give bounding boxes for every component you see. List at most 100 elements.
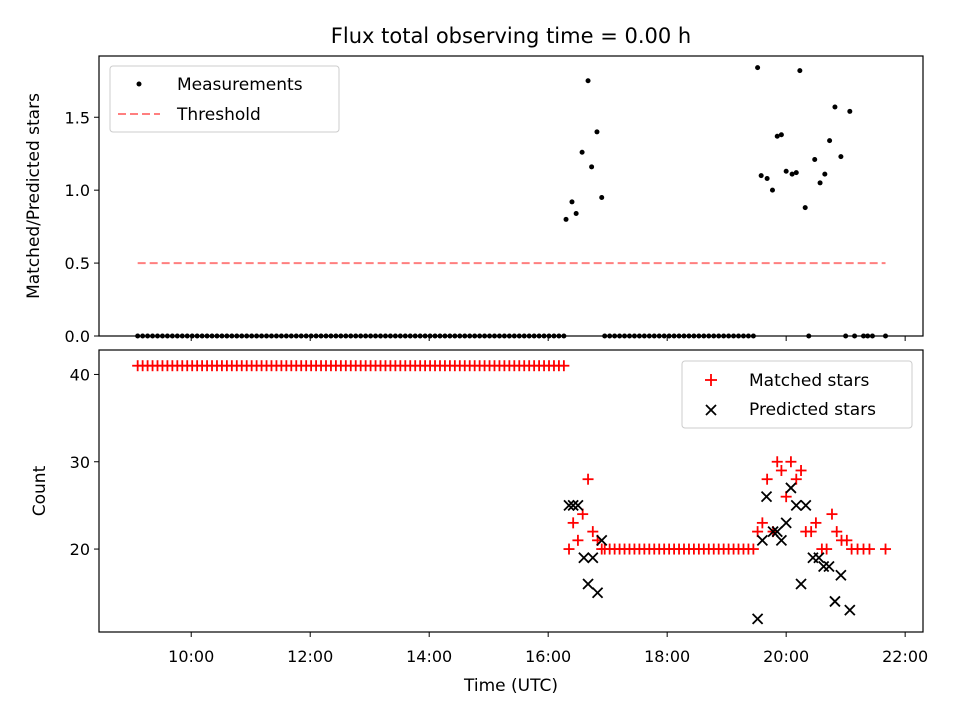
predicted-star-stroke-b <box>582 578 594 590</box>
matched-star-marker <box>563 543 575 555</box>
top-panel-ticks: 0.0 0.5 1.0 1.5 <box>65 108 906 346</box>
matched-star-marker <box>810 517 822 529</box>
measurement-point <box>802 205 808 211</box>
matched-star-marker <box>572 534 584 546</box>
matched-star-marker <box>775 464 787 476</box>
predicted-star-stroke-b <box>591 587 604 599</box>
measurement-point <box>847 108 853 114</box>
predicted-star-marker <box>780 517 792 529</box>
matched-star-marker <box>558 360 570 372</box>
predicted-star-stroke-b <box>835 569 847 581</box>
chart-title: Flux total observing time = 0.00 h <box>331 24 691 48</box>
measurement-point <box>755 65 761 71</box>
matched-star-marker <box>756 517 768 529</box>
measurement-point <box>778 132 784 138</box>
measurement-point <box>585 78 591 84</box>
measurement-point <box>783 168 789 174</box>
matched-star-marker <box>831 526 843 538</box>
bottom-panel: 20 30 40 10:00 12:00 14:00 16:00 18:00 20:00 22:0… <box>30 349 928 696</box>
matched-star-marker <box>841 534 853 546</box>
predicted-star-marker <box>795 578 807 590</box>
predicted-star-stroke-b <box>756 534 769 546</box>
predicted-star-marker <box>813 552 825 564</box>
bottom-panel-ylabel: Count <box>30 465 50 516</box>
bottom-xtick-label: 14:00 <box>406 647 452 666</box>
legend-matched-label: Matched stars <box>749 371 869 391</box>
matched-star-marker <box>805 526 817 538</box>
matched-star-marker <box>596 543 608 555</box>
top-ytick-label: 1.0 <box>65 181 90 200</box>
matched-star-marker <box>863 543 875 555</box>
predicted-star-marker <box>578 552 590 564</box>
legend-predicted-label: Predicted stars <box>749 400 876 420</box>
legend-matched-marker <box>705 374 717 386</box>
bottom-xtick-label: 18:00 <box>644 647 690 666</box>
predicted-star-stroke-b <box>767 525 779 538</box>
predicted-star-marker <box>756 534 769 546</box>
predicted-star-stroke-b <box>795 578 807 590</box>
matched-star-marker <box>785 456 797 468</box>
bottom-xtick-label: 16:00 <box>525 647 571 666</box>
measurement-point <box>599 194 605 200</box>
measurement-point <box>827 138 833 144</box>
matched-star-marker <box>771 456 783 468</box>
measurement-point <box>764 176 770 181</box>
bottom-ytick-label: 20 <box>70 540 90 559</box>
predicted-star-stroke-b <box>572 499 584 512</box>
measurement-point <box>789 171 795 177</box>
predicted-star-marker <box>790 499 802 512</box>
predicted-star-stroke-b <box>567 499 579 512</box>
predicted-star-stroke-b <box>587 552 599 564</box>
top-panel-ylabel: Matched/Predicted stars <box>24 93 44 299</box>
measurement-point <box>594 129 600 135</box>
measurement-point <box>774 133 780 139</box>
matched-star-marker <box>790 473 802 485</box>
matched-star-marker <box>821 543 833 555</box>
bottom-xtick-label: 12:00 <box>287 647 333 666</box>
bottom-panel-frame <box>98 349 924 633</box>
bottom-legend: Matched stars Predicted stars <box>681 360 913 429</box>
bottom-ytick-label: 30 <box>70 453 90 472</box>
predicted-star-stroke-b <box>751 613 764 625</box>
predicted-star-marker <box>775 534 788 546</box>
predicted-star-marker <box>572 499 584 512</box>
predicted-star-marker <box>785 482 797 494</box>
predicted-star-stroke-b <box>775 534 788 546</box>
legend-measurements-marker <box>136 81 142 87</box>
top-legend: Measurements Threshold <box>109 65 340 133</box>
measurement-point <box>758 173 764 179</box>
x-axis-label: Time (UTC) <box>463 676 558 696</box>
bottom-xtick-label: 10:00 <box>168 647 214 666</box>
matched-star-marker <box>761 473 773 485</box>
top-panel: 0.0 0.5 1.0 1.5 Matched/Predicted stars Mea… <box>24 55 924 346</box>
top-panel-frame <box>98 55 924 337</box>
predicted-star-marker <box>751 613 764 625</box>
measurement-point <box>563 216 569 222</box>
predicted-star-marker <box>760 491 773 503</box>
predicted-star-marker <box>587 552 599 564</box>
measurement-point <box>822 171 828 177</box>
predicted-star-stroke-b <box>771 525 783 538</box>
predicted-star-stroke-b <box>829 595 841 608</box>
bottom-xtick-label: 20:00 <box>763 647 809 666</box>
matched-star-marker <box>582 473 594 485</box>
legend-threshold-label: Threshold <box>176 105 261 125</box>
predicted-star-marker <box>567 499 579 512</box>
predicted-star-stroke-b <box>823 560 835 573</box>
predicted-star-marker <box>596 534 608 546</box>
measurement-point <box>793 170 799 176</box>
predicted-star-marker <box>829 595 841 608</box>
predicted-star-marker <box>800 499 812 512</box>
predicted-star-stroke-b <box>578 552 590 564</box>
measurement-point <box>797 68 803 74</box>
predicted-star-marker <box>591 587 604 599</box>
predicted-star-stroke-b <box>760 491 773 503</box>
bottom-xtick-label: 22:00 <box>882 647 928 666</box>
predicted-star-stroke-b <box>813 552 825 564</box>
top-ytick-label: 0.5 <box>65 254 90 273</box>
matched-star-marker <box>567 517 579 529</box>
measurement-point <box>817 180 823 186</box>
matched-star-marker <box>880 543 892 555</box>
bottom-ytick-label: 40 <box>70 365 90 384</box>
measurement-point <box>838 154 844 160</box>
